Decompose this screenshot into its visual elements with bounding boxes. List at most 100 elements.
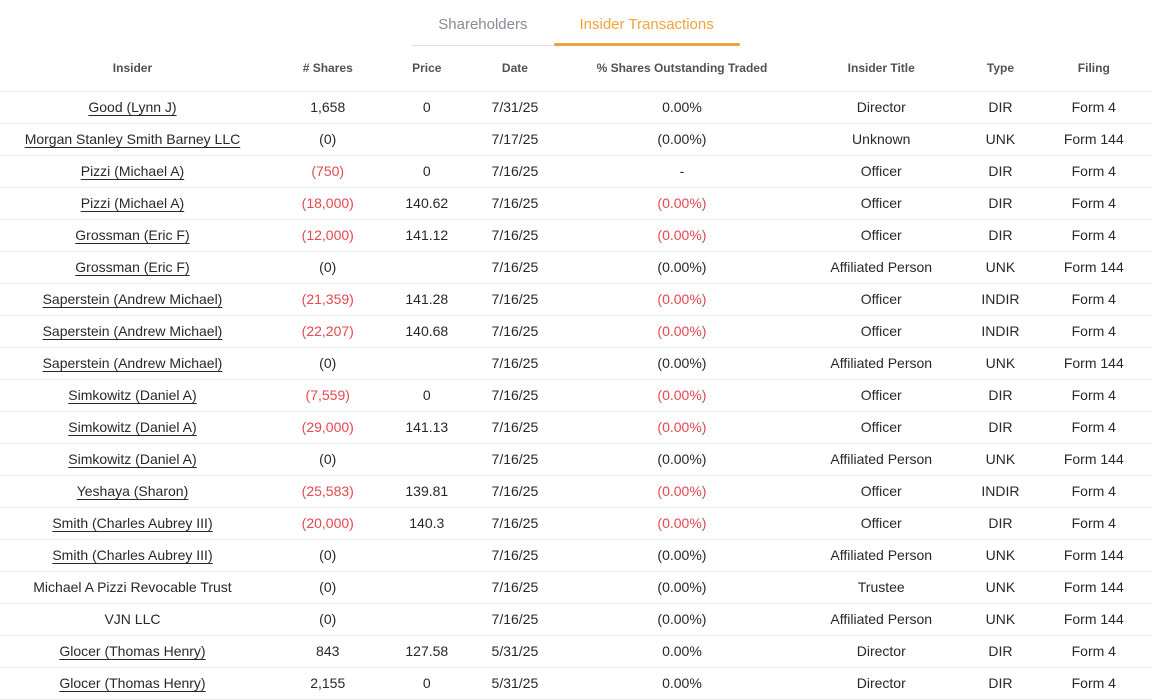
insider-title-cell: Officer: [797, 314, 966, 347]
insider-cell: Pizzi (Michael A): [0, 154, 265, 187]
type-cell: DIR: [965, 666, 1036, 700]
table-row: Morgan Stanley Smith Barney LLC (0) 7/17…: [0, 122, 1152, 155]
insider-title-cell: Director: [797, 634, 966, 667]
col-header-insider: Insider: [112, 61, 153, 76]
shares-cell: 843: [264, 634, 391, 667]
insider-link[interactable]: Smith (Charles Aubrey III): [52, 515, 213, 531]
insider-link[interactable]: Saperstein (Andrew Michael): [42, 323, 223, 339]
shares-cell: (0): [264, 346, 391, 379]
insider-title-cell: Officer: [797, 378, 966, 411]
shares-cell: (0): [264, 538, 391, 571]
pct-shares-traded-cell: (0.00%): [566, 218, 798, 251]
pct-shares-traded-cell: (0.00%): [566, 378, 798, 411]
pct-shares-traded-cell: (0.00%): [566, 250, 798, 283]
date-cell: 5/31/25: [463, 666, 567, 700]
table-row: Glocer (Thomas Henry) 2,155 0 5/31/25 0.…: [0, 666, 1152, 700]
insider-link[interactable]: Simkowitz (Daniel A): [68, 419, 197, 435]
filing-cell: Form 4: [1035, 506, 1152, 539]
table-row: Pizzi (Michael A) (18,000) 140.62 7/16/2…: [0, 186, 1152, 219]
tab-shareholders[interactable]: Shareholders: [412, 13, 554, 46]
type-cell: UNK: [965, 538, 1036, 571]
pct-shares-traded-cell: (0.00%): [566, 346, 798, 379]
shares-cell: (25,583): [264, 474, 391, 507]
filing-cell: Form 4: [1035, 634, 1152, 667]
date-cell: 7/16/25: [463, 346, 567, 379]
pct-shares-traded-cell: 0.00%: [566, 90, 798, 123]
insider-title-cell: Trustee: [797, 570, 966, 603]
table-row: Saperstein (Andrew Michael) (22,207) 140…: [0, 314, 1152, 347]
filing-cell: Form 144: [1035, 250, 1152, 283]
filing-cell: Form 4: [1035, 154, 1152, 187]
insider-cell: Glocer (Thomas Henry): [0, 634, 265, 667]
price-cell: [390, 538, 464, 571]
type-cell: UNK: [965, 442, 1036, 475]
type-cell: DIR: [965, 186, 1036, 219]
insider-link[interactable]: Yeshaya (Sharon): [76, 483, 189, 499]
insider-cell: Simkowitz (Daniel A): [0, 378, 265, 411]
insider-title-cell: Affiliated Person: [797, 346, 966, 379]
date-cell: 7/16/25: [463, 506, 567, 539]
price-cell: 0: [390, 378, 464, 411]
insider-link[interactable]: Saperstein (Andrew Michael): [42, 291, 223, 307]
insider-link[interactable]: Simkowitz (Daniel A): [68, 451, 197, 467]
insider-link[interactable]: Grossman (Eric F): [75, 227, 190, 243]
pct-shares-traded-cell: (0.00%): [566, 506, 798, 539]
insider-title-cell: Officer: [797, 186, 966, 219]
insider-title-cell: Officer: [797, 474, 966, 507]
pct-shares-traded-cell: 0.00%: [566, 634, 798, 667]
insider-link[interactable]: Glocer (Thomas Henry): [59, 643, 206, 659]
type-cell: UNK: [965, 250, 1036, 283]
insider-link[interactable]: Simkowitz (Daniel A): [68, 387, 197, 403]
insider-link[interactable]: Pizzi (Michael A): [80, 195, 185, 211]
insider-link: VJN LLC: [104, 611, 161, 627]
pct-shares-traded-cell: (0.00%): [566, 442, 798, 475]
shares-cell: (20,000): [264, 506, 391, 539]
price-cell: 140.62: [390, 186, 464, 219]
date-cell: 7/16/25: [463, 410, 567, 443]
insider-link[interactable]: Smith (Charles Aubrey III): [52, 547, 213, 563]
table-row: Smith (Charles Aubrey III) (20,000) 140.…: [0, 506, 1152, 539]
date-cell: 7/16/25: [463, 378, 567, 411]
type-cell: INDIR: [965, 474, 1036, 507]
filing-cell: Form 4: [1035, 378, 1152, 411]
filing-cell: Form 4: [1035, 314, 1152, 347]
table-row: Saperstein (Andrew Michael) (0) 7/16/25 …: [0, 346, 1152, 379]
price-cell: 0: [390, 154, 464, 187]
insider-title-cell: Director: [797, 90, 966, 123]
insider-title-cell: Director: [797, 666, 966, 700]
date-cell: 7/16/25: [463, 282, 567, 315]
table-row: Grossman (Eric F) (0) 7/16/25 (0.00%) Af…: [0, 250, 1152, 283]
insider-cell: Saperstein (Andrew Michael): [0, 346, 265, 379]
type-cell: DIR: [965, 506, 1036, 539]
date-cell: 5/31/25: [463, 634, 567, 667]
filing-cell: Form 4: [1035, 666, 1152, 700]
insider-link[interactable]: Good (Lynn J): [88, 99, 177, 115]
date-cell: 7/31/25: [463, 90, 567, 123]
insider-link[interactable]: Pizzi (Michael A): [80, 163, 185, 179]
table-row: Simkowitz (Daniel A) (29,000) 141.13 7/1…: [0, 410, 1152, 443]
pct-shares-traded-cell: (0.00%): [566, 410, 798, 443]
date-cell: 7/16/25: [463, 570, 567, 603]
shares-cell: (18,000): [264, 186, 391, 219]
shares-cell: (0): [264, 122, 391, 155]
insider-cell: Grossman (Eric F): [0, 218, 265, 251]
insider-link[interactable]: Morgan Stanley Smith Barney LLC: [24, 131, 241, 147]
shares-cell: (29,000): [264, 410, 391, 443]
filing-cell: Form 4: [1035, 410, 1152, 443]
table-row: Glocer (Thomas Henry) 843 127.58 5/31/25…: [0, 634, 1152, 667]
insider-link[interactable]: Saperstein (Andrew Michael): [42, 355, 223, 371]
shares-cell: (22,207): [264, 314, 391, 347]
insider-link[interactable]: Grossman (Eric F): [75, 259, 190, 275]
insider-link[interactable]: Glocer (Thomas Henry): [59, 675, 206, 691]
shares-cell: (12,000): [264, 218, 391, 251]
tab-insider-transactions[interactable]: Insider Transactions: [553, 13, 740, 46]
tab-bar: Shareholders Insider Transactions: [0, 0, 1152, 46]
filing-cell: Form 4: [1035, 186, 1152, 219]
date-cell: 7/16/25: [463, 250, 567, 283]
date-cell: 7/16/25: [463, 186, 567, 219]
table-row: Pizzi (Michael A) (750) 0 7/16/25 - Offi…: [0, 154, 1152, 187]
table-row: Grossman (Eric F) (12,000) 141.12 7/16/2…: [0, 218, 1152, 251]
filing-cell: Form 144: [1035, 602, 1152, 635]
type-cell: INDIR: [965, 282, 1036, 315]
